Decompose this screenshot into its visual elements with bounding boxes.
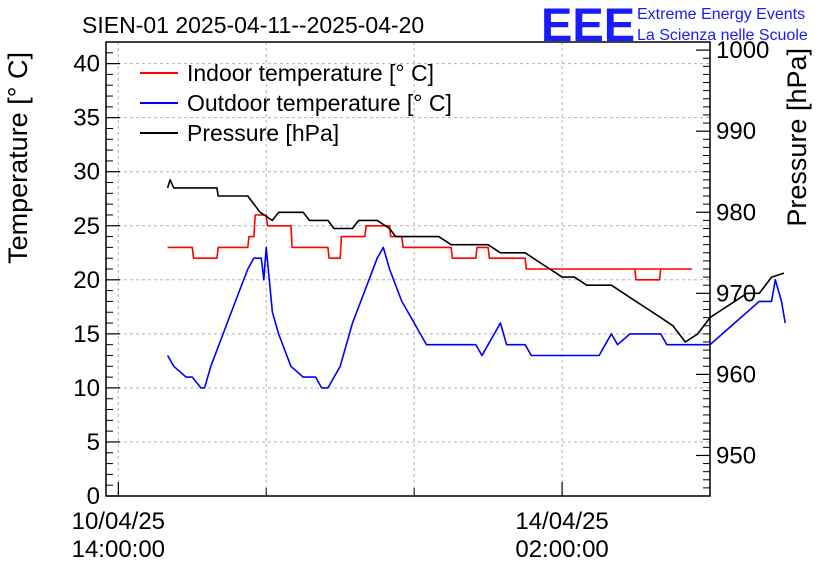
legend-outdoor-label: Outdoor temperature [° C] [187, 90, 452, 116]
left-tick-label: 15 [73, 321, 100, 348]
x-tick-date: 10/04/25 [72, 508, 165, 535]
right-tick-label: 980 [716, 199, 756, 226]
right-axis: 950 960 970 980 990 1000 [696, 37, 769, 489]
right-tick-label: 960 [716, 361, 756, 388]
legend-pressure-label: Pressure [hPa] [187, 120, 339, 146]
left-tick-label: 20 [73, 267, 100, 294]
left-tick-label: 5 [87, 429, 100, 456]
logo-line-2: La Scienza nelle Scuole [637, 27, 808, 44]
right-tick-label: 1000 [716, 37, 769, 64]
left-tick-label: 40 [73, 51, 100, 78]
eee-logo: EEE Extreme Energy Events La Scienza nel… [541, 0, 808, 51]
right-tick-label: 970 [716, 280, 756, 307]
right-tick-label: 990 [716, 118, 756, 145]
x-tick-time: 14:00:00 [72, 536, 165, 563]
legend: Indoor temperature [° C] Outdoor temperat… [140, 60, 452, 146]
right-tick-label: 950 [716, 442, 756, 469]
grid [106, 42, 711, 496]
left-tick-label: 35 [73, 105, 100, 132]
right-axis-title: Pressure [hPa] [782, 48, 812, 227]
left-axis-title: Temperature [° C] [3, 52, 33, 264]
legend-indoor-label: Indoor temperature [° C] [187, 60, 434, 86]
eee-logo-text: EEE [541, 0, 635, 51]
left-tick-label: 30 [73, 159, 100, 186]
x-tick-date: 14/04/25 [515, 508, 608, 535]
series-line-indoor [167, 214, 693, 281]
left-tick-label: 10 [73, 375, 100, 402]
left-tick-label: 25 [73, 213, 100, 240]
series-line-pressure [166, 179, 785, 343]
left-axis: 0 5 10 15 20 25 30 35 40 [73, 51, 120, 510]
logo-line-1: Extreme Energy Events [637, 6, 805, 23]
series-layer [166, 179, 786, 389]
series-line-outdoor [166, 246, 786, 389]
x-tick-time: 02:00:00 [515, 536, 608, 563]
left-tick-label: 0 [87, 483, 100, 510]
chart-title: SIEN-01 2025-04-11--2025-04-20 [82, 12, 424, 38]
